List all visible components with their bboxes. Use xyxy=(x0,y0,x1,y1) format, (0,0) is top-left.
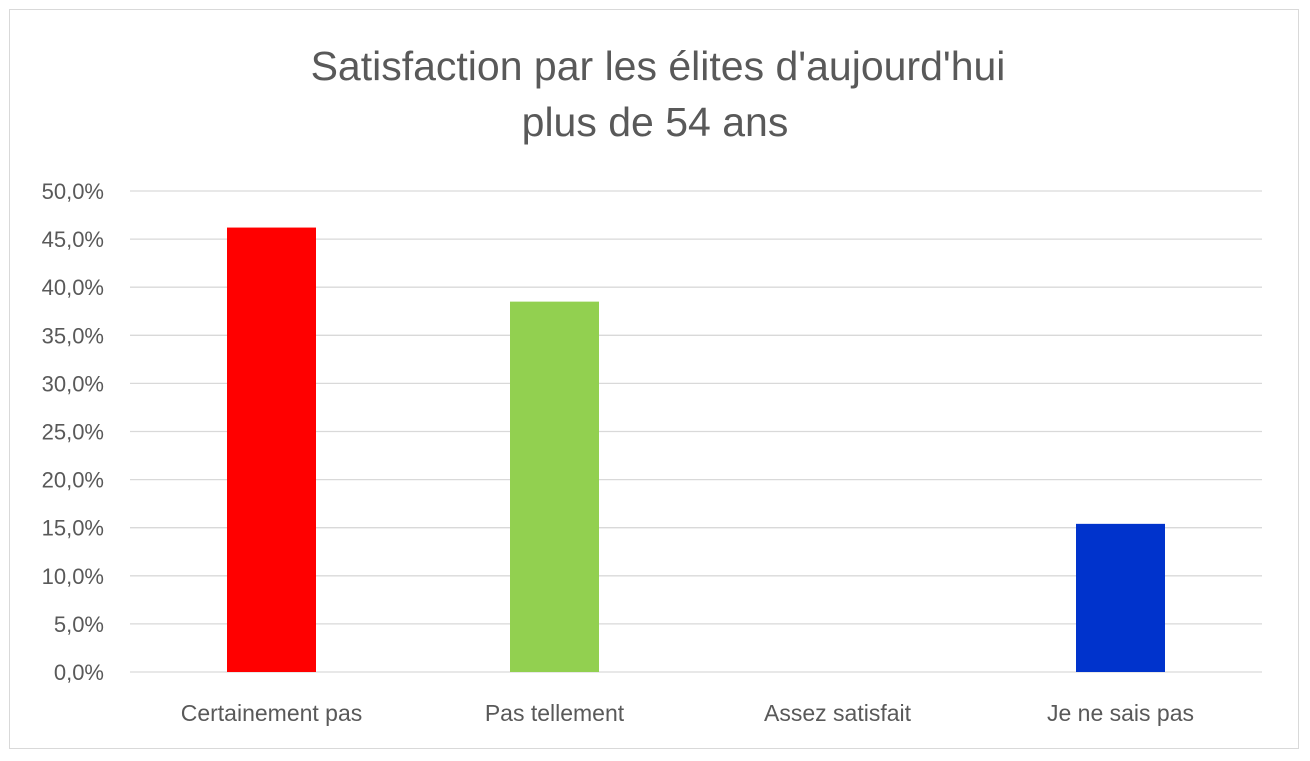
bars xyxy=(227,227,1165,672)
y-tick-label: 15,0% xyxy=(42,516,104,541)
y-tick-label: 5,0% xyxy=(54,612,104,637)
y-tick-label: 25,0% xyxy=(42,420,104,445)
y-tick-label: 45,0% xyxy=(42,227,104,252)
x-axis-category-labels: Certainement pas Pas tellement Assez satis… xyxy=(181,700,1194,726)
chart-title: Satisfaction par les élites d'aujourd'hu… xyxy=(311,43,1006,145)
bar-certainement-pas xyxy=(227,227,316,672)
y-tick-label: 35,0% xyxy=(42,323,104,348)
y-tick-label: 40,0% xyxy=(42,275,104,300)
y-tick-label: 30,0% xyxy=(42,371,104,396)
y-tick-label: 10,0% xyxy=(42,564,104,589)
x-category-label: Certainement pas xyxy=(181,700,363,726)
y-tick-label: 50,0% xyxy=(42,179,104,204)
y-tick-label: 0,0% xyxy=(54,660,104,685)
bar-je-ne-sais-pas xyxy=(1076,523,1165,672)
chart-title-line-1: Satisfaction par les élites d'aujourd'hu… xyxy=(311,43,1006,89)
x-category-label: Pas tellement xyxy=(485,700,625,726)
x-category-label: Assez satisfait xyxy=(764,700,912,726)
y-axis-tick-labels: 0,0% 5,0% 10,0% 15,0% 20,0% 25,0% 30,0% 35,0% 40… xyxy=(42,179,104,685)
x-category-label: Je ne sais pas xyxy=(1047,700,1194,726)
y-tick-label: 20,0% xyxy=(42,468,104,493)
bar-pas-tellement xyxy=(510,301,599,672)
chart-title-line-2: plus de 54 ans xyxy=(522,99,789,145)
gridlines xyxy=(130,190,1262,673)
